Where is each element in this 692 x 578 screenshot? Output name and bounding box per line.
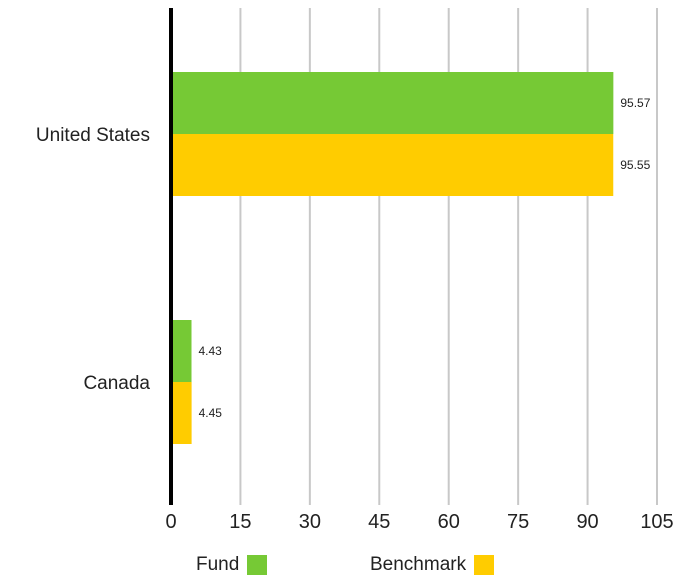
bars: [171, 72, 614, 444]
data-label-fund-canada: 4.43: [199, 344, 223, 358]
bar-fund-united-states: [171, 72, 614, 134]
x-tick-label-0: 0: [165, 511, 176, 533]
x-tick-label-30: 30: [299, 511, 321, 533]
x-tick-label-15: 15: [229, 511, 251, 533]
x-tick-labels: 0 15 30 45 60 75 90 105: [165, 511, 673, 533]
x-tick-label-90: 90: [576, 511, 598, 533]
data-label-benchmark-united-states: 95.55: [620, 158, 650, 172]
bar-benchmark-canada: [171, 382, 192, 444]
category-labels: United States Canada: [36, 125, 151, 394]
legend-label-fund: Fund: [196, 554, 240, 575]
legend-item-benchmark: Benchmark: [370, 554, 495, 576]
legend-item-fund: Fund: [196, 554, 268, 576]
legend: Fund Benchmark: [0, 550, 692, 578]
bar-fund-canada: [171, 320, 192, 382]
legend-swatch-fund: [247, 555, 268, 575]
category-label-canada: Canada: [83, 373, 150, 394]
legend-label-benchmark: Benchmark: [370, 554, 467, 575]
x-tick-label-75: 75: [507, 511, 529, 533]
data-label-benchmark-canada: 4.45: [199, 406, 223, 420]
data-label-fund-united-states: 95.57: [620, 96, 650, 110]
x-tick-label-105: 105: [640, 511, 673, 533]
legend-swatch-benchmark: [474, 555, 495, 575]
bar-benchmark-united-states: [171, 134, 614, 196]
category-label-united-states: United States: [36, 125, 150, 146]
x-tick-label-45: 45: [368, 511, 390, 533]
value-labels: 95.57 95.55 4.43 4.45: [199, 96, 651, 420]
x-tick-label-60: 60: [438, 511, 460, 533]
